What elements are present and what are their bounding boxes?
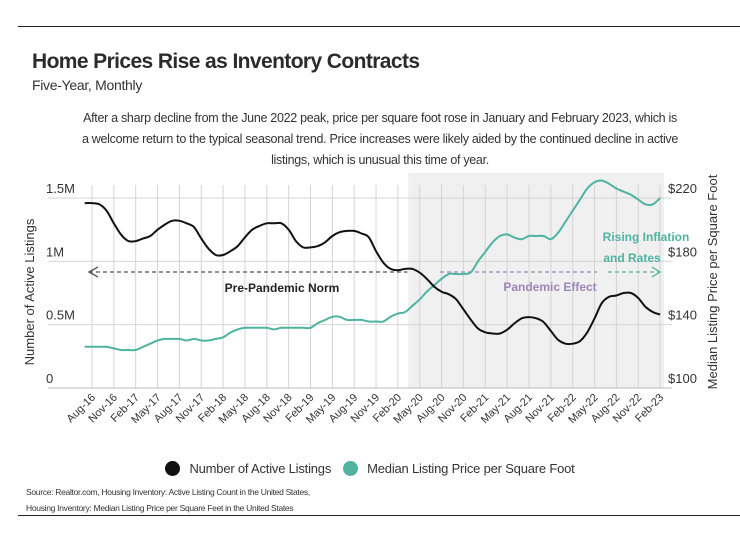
horizontal-gridlines — [48, 197, 672, 389]
chart-subtitle: Five-Year, Monthly — [32, 77, 143, 93]
right-y-tick-labels: $100 $140 $180 $220 — [668, 181, 697, 386]
legend-item-price: Median Listing Price per Square Foot — [343, 461, 575, 476]
series-line-median-price — [84, 179, 661, 352]
left-axis-title: Number of Active Listings — [22, 218, 37, 365]
x-tick-labels: Aug-16Nov-16Feb-17May-17Aug-17Nov-17Feb-… — [65, 392, 667, 426]
source-note-line2: Housing Inventory: Median Listing Price … — [26, 503, 294, 513]
annotation-rising-inflation-line2: and Rates — [603, 251, 661, 265]
y-tick-label-right: $180 — [668, 244, 697, 259]
annotation-rising-inflation-line1: Rising Inflation — [603, 230, 690, 244]
legend-item-listings: Number of Active Listings — [165, 461, 331, 476]
y-tick-label-left: 1M — [46, 244, 64, 259]
legend-marker-listings — [165, 461, 181, 476]
line-chart: 0 0.5M 1M 1.5M $100 $140 $180 $220 Number of A… — [22, 173, 720, 426]
y-tick-label-right: $100 — [668, 371, 697, 386]
vertical-gridlines — [91, 185, 661, 388]
annotation-pre-pandemic-norm: Pre-Pandemic Norm — [225, 281, 340, 295]
chart-title: Home Prices Rise as Inventory Contracts — [32, 50, 420, 73]
arrow-right-icon — [651, 266, 662, 278]
left-y-tick-labels: 0 0.5M 1M 1.5M — [46, 181, 75, 386]
series-line-active-listings — [84, 202, 661, 346]
annotations: Pre-Pandemic Norm Pandemic Effect Rising I… — [87, 230, 690, 295]
legend-label-listings: Number of Active Listings — [189, 461, 332, 476]
legend-marker-price — [343, 461, 359, 476]
top-rule — [18, 26, 740, 27]
arrow-left-icon — [87, 266, 99, 278]
legend: Number of Active Listings Median Listing… — [0, 461, 740, 476]
pandemic-shaded-region — [408, 173, 664, 388]
right-axis-title: Median Listing Price per Square Foot — [705, 174, 720, 389]
legend-label-price: Median Listing Price per Square Foot — [367, 461, 575, 476]
bottom-rule — [18, 515, 740, 516]
y-tick-label-left: 0.5M — [46, 308, 75, 323]
source-note-line1: Source: Realtor.com, Housing Inventory: … — [26, 487, 310, 497]
y-tick-label-right: $220 — [668, 181, 697, 196]
y-tick-label-right: $140 — [668, 308, 697, 323]
y-tick-label-left: 0 — [46, 371, 53, 386]
chart-description: After a sharp decline from the June 2022… — [81, 111, 679, 167]
y-tick-label-left: 1.5M — [46, 181, 75, 196]
annotation-pandemic-effect: Pandemic Effect — [503, 280, 596, 294]
